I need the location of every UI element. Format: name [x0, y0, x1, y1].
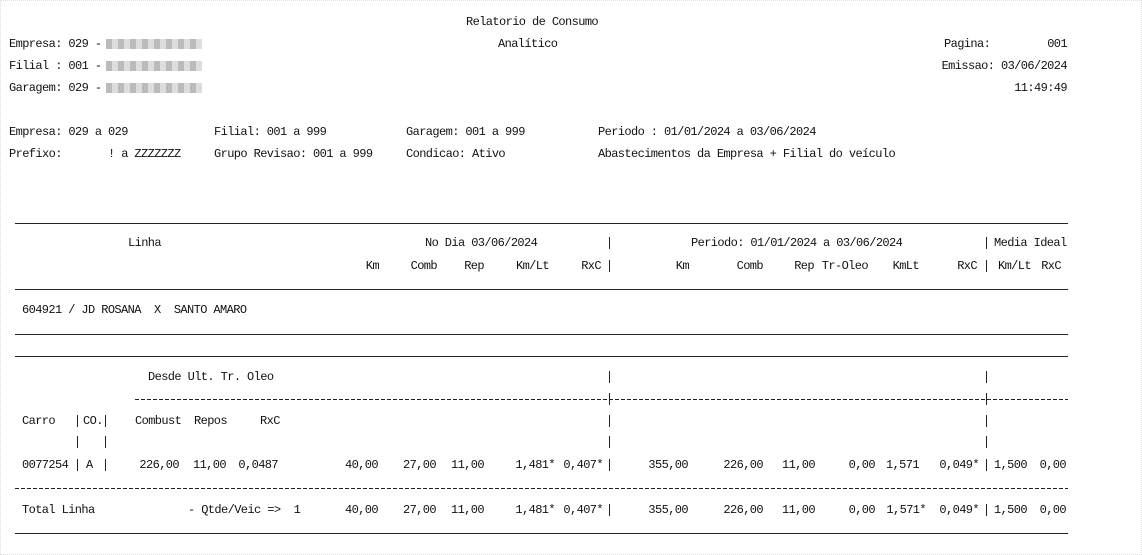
text: 1,571 [885, 458, 920, 472]
text: 0,00 [848, 503, 876, 517]
text: Filial : 001 - [9, 59, 102, 73]
text: RxC [581, 259, 601, 273]
text: 0,407* [563, 503, 603, 517]
text: Carro [22, 414, 56, 428]
text: 355,00 [648, 458, 688, 472]
text: A [86, 458, 93, 472]
text: 0,407* [563, 458, 603, 472]
text: 11,00 [450, 458, 485, 472]
text: Km [365, 259, 380, 273]
text: Combust [135, 414, 182, 428]
text: 40,00 [344, 458, 379, 472]
text: Filial: 001 a 999 [214, 125, 327, 139]
text: Tr-Oleo [821, 259, 869, 273]
text: Analítico [498, 37, 558, 51]
text: Media Ideal [994, 236, 1067, 250]
redacted [106, 83, 202, 93]
text: Empresa: 029 - [9, 37, 102, 51]
text: 0077254 [22, 458, 69, 472]
text: Condicao: Ativo [406, 147, 506, 161]
redacted [106, 39, 202, 49]
text: 1,500 [993, 503, 1028, 517]
text: Emissao: 03/06/2024 [941, 59, 1068, 73]
text: Relatorio de Consumo [466, 15, 599, 29]
text: 226,00 [723, 503, 763, 517]
text: RxC [1041, 259, 1061, 273]
text: Prefixo: [9, 147, 62, 161]
text: Rep [794, 259, 814, 273]
text: 355,00 [648, 503, 688, 517]
text: 40,00 [344, 503, 379, 517]
text: Desde Ult. Tr. Oleo [148, 370, 274, 384]
text: Grupo Revisao: 001 a 999 [214, 147, 373, 161]
text: RxC [260, 414, 280, 428]
text: Km [675, 259, 690, 273]
text: Comb [410, 259, 438, 273]
text: Linha [128, 236, 162, 250]
text: 226,00 [139, 458, 179, 472]
text: 11,00 [192, 458, 227, 472]
text: KmLt [892, 259, 920, 273]
text: 11,00 [781, 458, 816, 472]
text: Periodo: 01/01/2024 a 03/06/2024 [691, 236, 903, 250]
text: Km/Lt [997, 259, 1032, 273]
text: Km/Lt [515, 259, 550, 273]
text: Rep [464, 259, 484, 273]
redacted [106, 61, 202, 71]
text: 1,571* [886, 503, 926, 517]
text: Garagem: 029 - [9, 81, 102, 95]
text: 0,049* [939, 503, 979, 517]
text: RxC [957, 259, 977, 273]
text: 0,00 [1039, 503, 1067, 517]
text: Total Linha [22, 503, 95, 517]
text: ! a ZZZZZZZ [108, 147, 181, 161]
text: Periodo : 01/01/2024 a 03/06/2024 [598, 125, 816, 139]
text: No Dia 03/06/2024 [425, 236, 538, 250]
text: 1,481* [515, 458, 555, 472]
text: Abastecimentos da Empresa + Filial do ve… [598, 147, 896, 161]
text: 1,481* [515, 503, 555, 517]
text: 0,00 [1039, 458, 1067, 472]
text: CO. [83, 414, 103, 428]
text: 11,00 [781, 503, 816, 517]
text: 11,00 [450, 503, 485, 517]
text: Empresa: 029 a 029 [9, 125, 128, 139]
text: 11:49:49 [1014, 81, 1067, 95]
text: 1,500 [993, 458, 1028, 472]
text: Repos [194, 414, 228, 428]
text: 0,049* [939, 458, 979, 472]
text: Pagina: [944, 37, 991, 51]
text: 604921 / JD ROSANA X SANTO AMARO [22, 303, 247, 317]
text: 226,00 [723, 458, 763, 472]
text: 27,00 [402, 458, 437, 472]
text: Comb [736, 259, 764, 273]
text: 27,00 [402, 503, 437, 517]
text: 0,0487 [238, 458, 278, 472]
text: Garagem: 001 a 999 [406, 125, 525, 139]
text: 001 [1047, 37, 1067, 51]
text: 0,00 [848, 458, 876, 472]
text: - Qtde/Veic => 1 [188, 503, 301, 517]
